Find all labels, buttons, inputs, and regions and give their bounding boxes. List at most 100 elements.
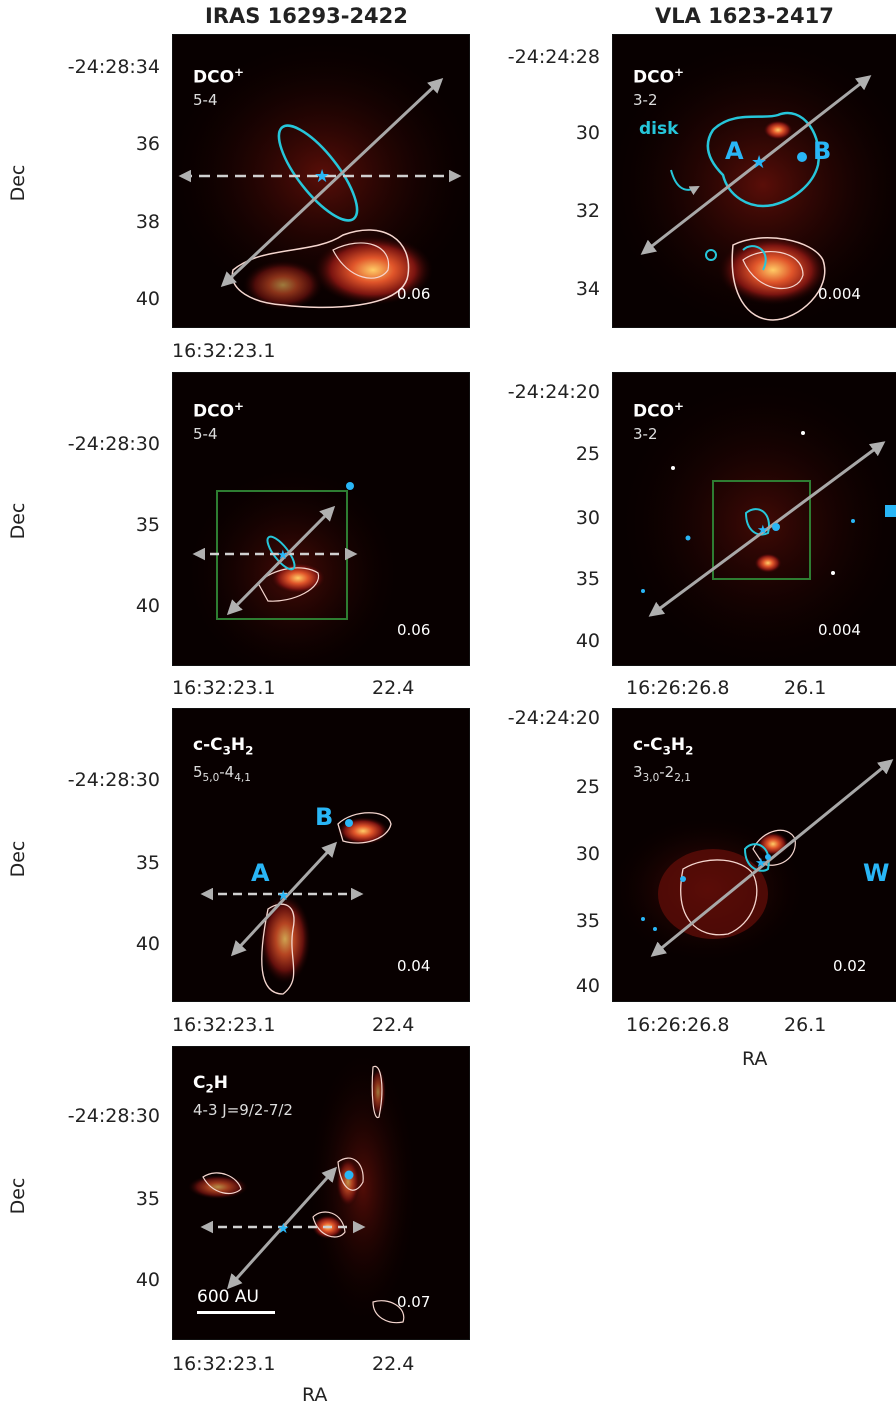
xtick: 22.4 xyxy=(372,677,415,699)
ytick: 40 xyxy=(135,1269,160,1291)
y-axis-label: Dec xyxy=(7,164,29,202)
ytick: 40 xyxy=(135,288,160,310)
panel-vla-cc3h2: ★ c-C3H2 33,0-22,1 W 0.02 xyxy=(612,708,896,1002)
transition-label: 5-4 xyxy=(193,91,218,109)
xtick: 16:32:23.1 xyxy=(172,1353,276,1375)
x-axis-label: RA xyxy=(742,1048,768,1070)
star-icon: ★ xyxy=(277,548,289,563)
xtick: 16:26:26.8 xyxy=(626,677,730,699)
ytick: 30 xyxy=(575,122,600,144)
ytick: -24:28:34 xyxy=(67,56,160,78)
ytick: 25 xyxy=(575,443,600,465)
y-axis-label: Dec xyxy=(7,840,29,878)
source-marker xyxy=(885,505,896,517)
y-axis-label: Dec xyxy=(7,1177,29,1215)
source-a-label: A xyxy=(725,137,744,165)
ytick: 35 xyxy=(575,910,600,932)
xtick: 22.4 xyxy=(372,1353,415,1375)
y-axis-label: Dec xyxy=(7,502,29,540)
xtick: 16:26:26.8 xyxy=(626,1014,730,1036)
ytick: 32 xyxy=(575,200,600,222)
ytick: -24:24:20 xyxy=(507,707,600,729)
flux-value: 0.06 xyxy=(397,621,431,639)
ytick: 38 xyxy=(135,211,160,233)
molecule-label: DCO+ xyxy=(193,65,245,88)
panel-iras-cc3h2: ★ c-C3H2 55,0-44,1 A B 0.04 xyxy=(172,708,470,1002)
transition-label: 33,0-22,1 xyxy=(633,763,691,784)
emission-map: ★ xyxy=(613,35,896,327)
ytick: 36 xyxy=(135,133,160,155)
ytick: 40 xyxy=(135,595,160,617)
xtick: 16:32:23.1 xyxy=(172,1014,276,1036)
molecule-label: DCO+ xyxy=(633,399,685,422)
molecule-label: c-C3H2 xyxy=(633,735,694,758)
ytick: 35 xyxy=(135,514,160,536)
star-icon: ★ xyxy=(314,166,330,187)
molecule-label: c-C3H2 xyxy=(193,735,254,758)
source-dot xyxy=(346,482,354,490)
x-axis-label: RA xyxy=(302,1384,328,1406)
ytick: 30 xyxy=(575,507,600,529)
ytick: 34 xyxy=(575,278,600,300)
xtick: 26.1 xyxy=(784,677,827,699)
ytick: 25 xyxy=(575,776,600,798)
source-dot xyxy=(345,819,353,827)
source-b-label: B xyxy=(813,137,832,165)
disk-label: disk xyxy=(639,119,679,139)
transition-label: 55,0-44,1 xyxy=(193,763,251,784)
source-dot xyxy=(344,1170,354,1180)
transition-label: 3-2 xyxy=(633,91,658,109)
xtick: 16:32:23.1 xyxy=(172,340,276,362)
ytick: 35 xyxy=(575,568,600,590)
emission-map: ★ xyxy=(183,463,403,665)
panel-iras-c2h: ★ C2H 4-3 J=9/2-7/2 600 AU 0.07 xyxy=(172,1046,470,1340)
ytick: 40 xyxy=(575,975,600,997)
ytick: 35 xyxy=(135,852,160,874)
left-column-title: IRAS 16293-2422 xyxy=(205,4,408,28)
star-icon: ★ xyxy=(757,523,769,538)
panel-vla-dco-3-2-zoom: ★ DCO+ 3-2 disk A B 0.004 xyxy=(612,34,896,328)
ytick: 35 xyxy=(135,1188,160,1210)
flux-value: 0.004 xyxy=(818,621,861,639)
ytick: -24:28:30 xyxy=(67,1105,160,1127)
source-dot xyxy=(797,152,807,162)
flux-value: 0.04 xyxy=(397,957,431,975)
ytick: 40 xyxy=(575,630,600,652)
flux-value: 0.07 xyxy=(397,1293,431,1311)
right-column-title: VLA 1623-2417 xyxy=(655,4,834,28)
xtick: 16:32:23.1 xyxy=(172,677,276,699)
source-a-label: A xyxy=(251,859,270,887)
emission-map: ★ xyxy=(173,35,469,315)
ytick: -24:28:30 xyxy=(67,769,160,791)
star-icon: ★ xyxy=(277,888,290,904)
panel-iras-dco-5-4-zoom: ★ DCO+ 5-4 0.06 xyxy=(172,34,470,328)
scale-label: 600 AU xyxy=(197,1287,259,1307)
molecule-label: C2H xyxy=(193,1073,228,1096)
panel-iras-dco-5-4: ★ DCO+ 5-4 0.06 xyxy=(172,372,470,666)
molecule-label: DCO+ xyxy=(193,399,245,422)
ytick: -24:28:30 xyxy=(67,433,160,455)
xtick: 22.4 xyxy=(372,1014,415,1036)
star-icon: ★ xyxy=(751,152,767,173)
star-icon: ★ xyxy=(755,856,767,871)
ytick: 40 xyxy=(135,933,160,955)
emission-map: ★ xyxy=(188,1047,418,1327)
transition-label: 3-2 xyxy=(633,425,658,443)
molecule-label: DCO+ xyxy=(633,65,685,88)
source-b-label: B xyxy=(315,803,334,831)
ytick: 30 xyxy=(575,843,600,865)
source-dot xyxy=(772,523,780,531)
source-w-label: W xyxy=(863,859,890,887)
emission-map: ★ xyxy=(613,373,896,665)
ytick: -24:24:28 xyxy=(507,46,600,68)
emission-map: ★ xyxy=(200,812,392,995)
scale-bar xyxy=(197,1311,275,1314)
flux-value: 0.06 xyxy=(397,285,431,303)
star-icon: ★ xyxy=(277,1221,290,1237)
emission-map: ★ xyxy=(613,759,894,964)
transition-label: 5-4 xyxy=(193,425,218,443)
ytick: -24:24:20 xyxy=(507,381,600,403)
xtick: 26.1 xyxy=(784,1014,827,1036)
flux-value: 0.02 xyxy=(833,957,867,975)
panel-vla-dco-3-2: ★ DCO+ 3-2 0.004 xyxy=(612,372,896,666)
